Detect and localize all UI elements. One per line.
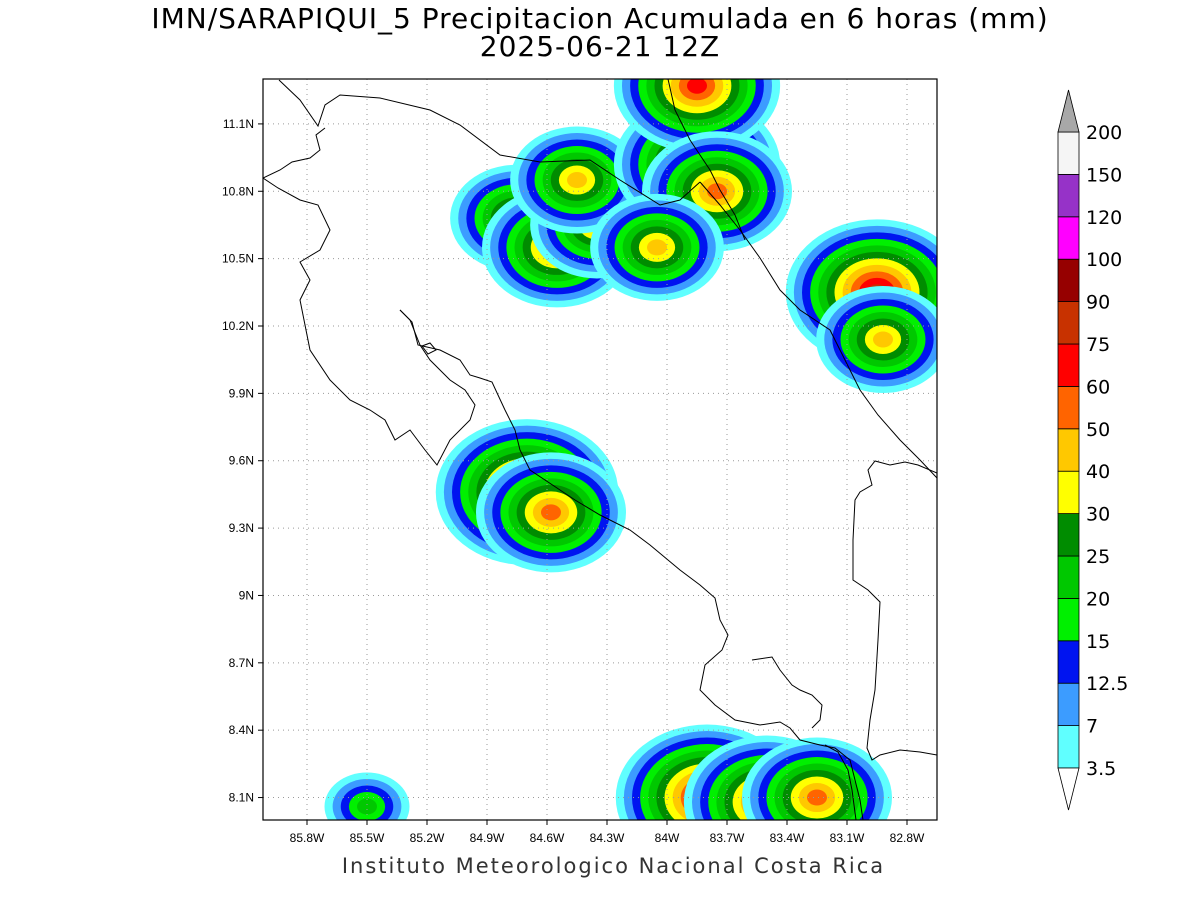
lon-tick-label: 84.3W bbox=[590, 831, 625, 845]
lat-tick-label: 10.2N bbox=[222, 319, 254, 333]
precip-cell bbox=[816, 285, 937, 393]
lon-tick-label: 83.7W bbox=[710, 831, 745, 845]
lat-tick-label: 8.7N bbox=[229, 656, 254, 670]
colorbar-label: 20 bbox=[1086, 588, 1110, 610]
island-chira bbox=[421, 342, 437, 355]
chart-subtitle: 2025-06-21 12Z bbox=[479, 30, 721, 63]
nicoya-gulf-coast bbox=[399, 309, 864, 820]
colorbar-swatch bbox=[1057, 682, 1080, 727]
lon-tick-label: 85.2W bbox=[410, 831, 445, 845]
precip-contour bbox=[687, 79, 707, 94]
colorbar-label: 100 bbox=[1086, 249, 1122, 271]
colorbar-label: 120 bbox=[1086, 207, 1122, 229]
colorbar-swatch bbox=[1057, 173, 1080, 218]
panama-coast bbox=[852, 460, 937, 761]
precip-cell bbox=[510, 126, 644, 234]
colorbar-label: 15 bbox=[1086, 631, 1110, 653]
lat-tick-label: 9.3N bbox=[229, 521, 254, 535]
precip-cell bbox=[324, 772, 410, 820]
colorbar-swatch bbox=[1057, 725, 1080, 769]
colorbar-swatch bbox=[1057, 598, 1080, 642]
precip-contour bbox=[357, 798, 377, 815]
colorbar-swatch bbox=[1057, 131, 1080, 175]
pacific-coast-north bbox=[263, 127, 476, 466]
colorbar-label: 12.5 bbox=[1086, 673, 1128, 695]
lon-tick-label: 83.1W bbox=[830, 831, 865, 845]
precip-cell bbox=[590, 193, 724, 301]
colorbar-over-arrow bbox=[1057, 89, 1080, 133]
precip-cell bbox=[742, 737, 892, 820]
lat-tick-label: 8.4N bbox=[229, 723, 254, 737]
lat-tick-label: 10.8N bbox=[222, 184, 254, 198]
colorbar-label: 75 bbox=[1086, 334, 1110, 356]
graticule bbox=[263, 79, 937, 820]
osa-peninsula bbox=[751, 656, 823, 729]
coastline-borders bbox=[263, 79, 937, 820]
lat-tick-label: 8.1N bbox=[229, 791, 254, 805]
lon-tick-label: 85.5W bbox=[350, 831, 385, 845]
precip-contour bbox=[567, 172, 587, 189]
colorbar-swatch bbox=[1057, 385, 1080, 430]
border-south bbox=[824, 744, 857, 820]
map-frame bbox=[262, 78, 938, 821]
lat-tick-label: 10.5N bbox=[222, 252, 254, 266]
lon-tick-label: 84.6W bbox=[530, 831, 565, 845]
colorbar-label: 7 bbox=[1086, 716, 1098, 738]
axis-ticks: 85.8W 85.5W 85.2W 84.9W 84.6W 84.3W 84W 83.7W 83… bbox=[222, 117, 925, 845]
precipitation-field bbox=[324, 79, 937, 820]
precip-contour bbox=[807, 789, 827, 806]
colorbar-swatch bbox=[1057, 428, 1080, 472]
colorbar-swatch bbox=[1057, 470, 1080, 515]
lon-tick-label: 84.9W bbox=[470, 831, 505, 845]
lon-tick-label: 82.8W bbox=[890, 831, 925, 845]
precip-cell bbox=[476, 452, 626, 573]
chart-title: IMN/SARAPIQUI_5 Precipitacion Acumulada … bbox=[151, 2, 1049, 35]
colorbar-under-arrow bbox=[1057, 767, 1080, 811]
colorbar-swatch bbox=[1057, 258, 1080, 303]
border-north bbox=[667, 79, 746, 241]
colorbar-swatch bbox=[1057, 216, 1080, 260]
colorbar-label: 90 bbox=[1086, 292, 1110, 314]
caribbean-coast bbox=[699, 181, 937, 479]
colorbar-label: 3.5 bbox=[1086, 758, 1116, 780]
colorbar-swatch bbox=[1057, 343, 1080, 387]
lon-tick-label: 85.8W bbox=[290, 831, 325, 845]
footer-credit: Instituto Meteorologico Nacional Costa R… bbox=[341, 854, 886, 878]
lat-tick-label: 9.9N bbox=[229, 386, 254, 400]
nicaragua-lake-shore bbox=[278, 79, 701, 206]
lon-tick-label: 84W bbox=[655, 831, 680, 845]
precip-contour bbox=[541, 504, 561, 521]
precip-contour bbox=[647, 239, 667, 256]
colorbar-label: 50 bbox=[1086, 419, 1110, 441]
colorbar-swatch bbox=[1057, 513, 1080, 557]
precip-cell bbox=[613, 79, 781, 153]
colorbar-label: 40 bbox=[1086, 461, 1110, 483]
precip-contour bbox=[873, 331, 893, 348]
colorbar-swatch bbox=[1057, 301, 1080, 345]
colorbar-legend: 3.5 7 12.5 15 20 25 30 40 50 60 75 90 100 120 150 200 bbox=[1057, 89, 1128, 811]
lat-tick-label: 9.6N bbox=[229, 454, 254, 468]
colorbar-label: 200 bbox=[1086, 122, 1122, 144]
lon-tick-label: 83.4W bbox=[770, 831, 805, 845]
colorbar-swatch bbox=[1057, 555, 1080, 599]
colorbar-label: 30 bbox=[1086, 504, 1110, 526]
colorbar-label: 60 bbox=[1086, 376, 1110, 398]
colorbar-label: 25 bbox=[1086, 546, 1110, 568]
colorbar-swatch bbox=[1057, 640, 1080, 684]
lat-tick-label: 11.1N bbox=[223, 117, 254, 131]
colorbar-label: 150 bbox=[1086, 164, 1122, 186]
lat-tick-label: 9N bbox=[239, 588, 254, 602]
